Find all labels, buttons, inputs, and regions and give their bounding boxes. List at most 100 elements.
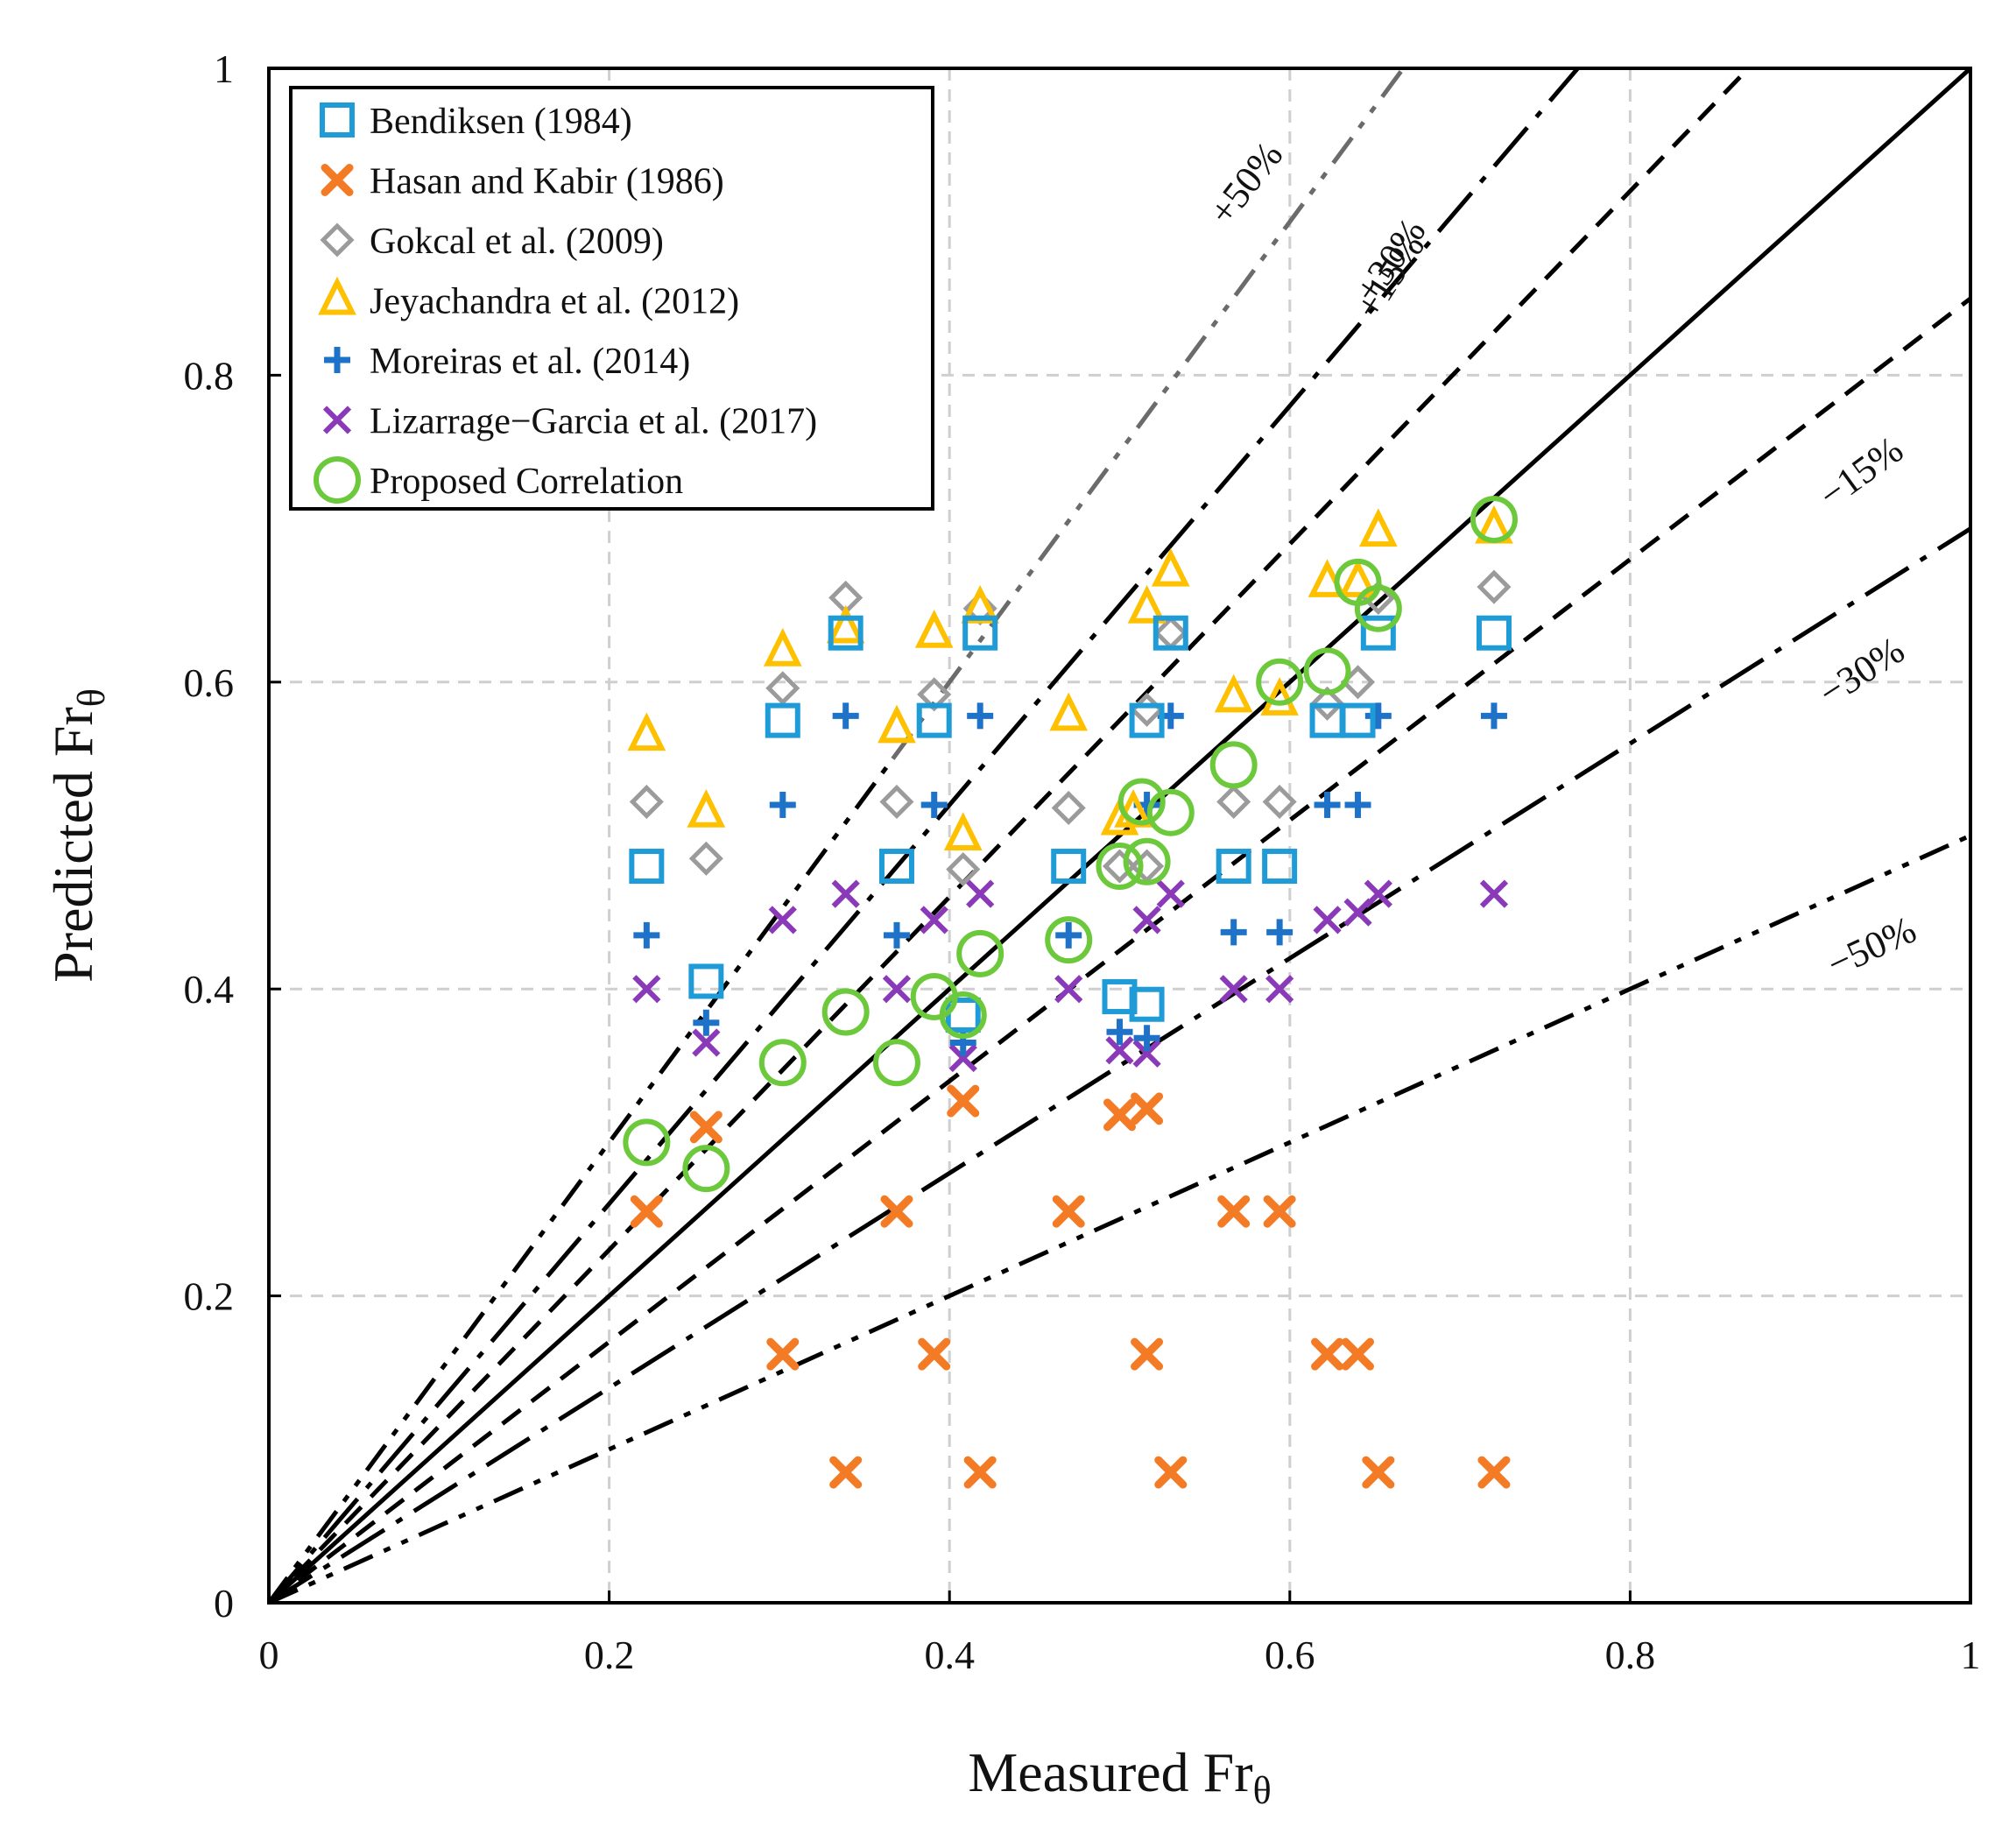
data-point (1114, 789, 1153, 828)
reference-line (267, 296, 1972, 1605)
data-point (829, 1456, 863, 1489)
data-point (1310, 686, 1345, 721)
data-point (1265, 975, 1294, 1004)
data-point (1132, 906, 1161, 935)
data-point (1209, 741, 1258, 789)
data-point (633, 921, 660, 949)
data-point (1266, 919, 1293, 946)
data-point (768, 906, 797, 935)
data-point (627, 712, 666, 751)
reference-line (267, 67, 1751, 1605)
data-point (883, 921, 910, 949)
data-point (688, 841, 723, 876)
data-point (1303, 647, 1351, 695)
y-axis-title: Predicted Frθ (42, 688, 113, 983)
data-point (1217, 1195, 1251, 1228)
x-tick-label: 0.6 (1265, 1633, 1315, 1677)
y-tick-label: 0.8 (184, 353, 235, 398)
data-point (1263, 1195, 1296, 1228)
data-point (1106, 1019, 1133, 1046)
legend-label: Moreiras et al. (2014) (370, 342, 690, 382)
legend-marker (320, 102, 355, 138)
data-point (1311, 1337, 1344, 1371)
reference-line-label: −30% (1811, 628, 1912, 715)
data-point (689, 1111, 723, 1144)
legend-marker (318, 276, 356, 315)
data-point (939, 991, 987, 1039)
data-point (916, 702, 952, 738)
data-point (682, 1145, 730, 1193)
reference-line-label: +50% (1201, 134, 1292, 233)
data-point (758, 1039, 807, 1087)
axis-ticks: 0 0.2 0.4 0.6 0.8 1 0 0.2 0.4 0.6 0.8 1 (184, 46, 1981, 1677)
legend-marker (322, 406, 352, 434)
data-point (765, 702, 800, 738)
data-point (956, 929, 1004, 977)
reference-lines (266, 67, 1972, 1605)
series-triangle (627, 504, 1513, 850)
data-point (1129, 702, 1165, 738)
data-point (688, 963, 724, 999)
data-point (1340, 702, 1376, 738)
y-tick-label: 0 (214, 1581, 234, 1626)
data-point (623, 1118, 671, 1167)
y-axis-title-text: Predicted Fr (42, 707, 104, 983)
data-point (963, 1456, 997, 1489)
data-point (629, 849, 665, 885)
legend-label: Hasan and Kabir (1986) (370, 162, 724, 202)
data-point (1131, 1337, 1164, 1371)
reference-line-labels: +15%−15%+30%−30%+50%−50% (1201, 134, 1922, 986)
data-point (1479, 879, 1509, 908)
data-point (1117, 778, 1166, 826)
data-point (629, 784, 664, 819)
data-point (1153, 615, 1188, 651)
data-point (966, 879, 995, 908)
x-axis-subscript: θ (1253, 1769, 1272, 1812)
reference-line-label: −50% (1821, 908, 1922, 986)
data-point (947, 1084, 980, 1118)
data-point (1102, 849, 1138, 884)
data-point (763, 628, 802, 667)
data-point (1342, 1337, 1375, 1371)
data-point (943, 812, 983, 850)
data-point (917, 677, 952, 712)
y-tick-label: 0.4 (184, 967, 235, 1012)
data-point (1480, 702, 1507, 730)
data-point (692, 1028, 721, 1057)
x-tick-label: 0.4 (924, 1633, 975, 1677)
x-tick-label: 1 (1961, 1633, 1981, 1677)
series-circle (623, 496, 1518, 1193)
data-point (1314, 791, 1341, 818)
data-point (1360, 615, 1396, 651)
legend-marker (320, 222, 355, 257)
data-point (1214, 674, 1253, 713)
data-point (1344, 791, 1371, 818)
data-point (1156, 879, 1185, 908)
legend-box (289, 86, 934, 511)
data-point (918, 1337, 951, 1371)
data-point (1131, 1092, 1164, 1125)
data-point (872, 1039, 920, 1087)
legend-label: Lizarrage−Garcia et al. (2017) (370, 402, 817, 442)
legend-label: Proposed Correlation (370, 462, 683, 502)
data-point (1364, 702, 1392, 730)
data-point (1051, 790, 1086, 825)
x-axis-title-text: Measured Fr (968, 1741, 1252, 1803)
data-point (882, 975, 912, 1004)
data-point (1127, 584, 1167, 624)
data-point (769, 791, 796, 818)
data-point (878, 849, 914, 885)
series-x-bold (630, 1084, 1511, 1489)
data-point (1313, 906, 1342, 935)
series-square (629, 615, 1512, 1033)
x-tick-label: 0.8 (1605, 1633, 1656, 1677)
reference-line (267, 526, 1972, 1605)
data-point (1154, 1456, 1188, 1489)
series-x (632, 879, 1509, 1073)
data-point (1151, 547, 1190, 587)
y-tick-label: 0.6 (184, 660, 235, 705)
data-point (1470, 496, 1518, 544)
reference-line (891, 67, 1406, 760)
grid (269, 68, 1970, 1603)
